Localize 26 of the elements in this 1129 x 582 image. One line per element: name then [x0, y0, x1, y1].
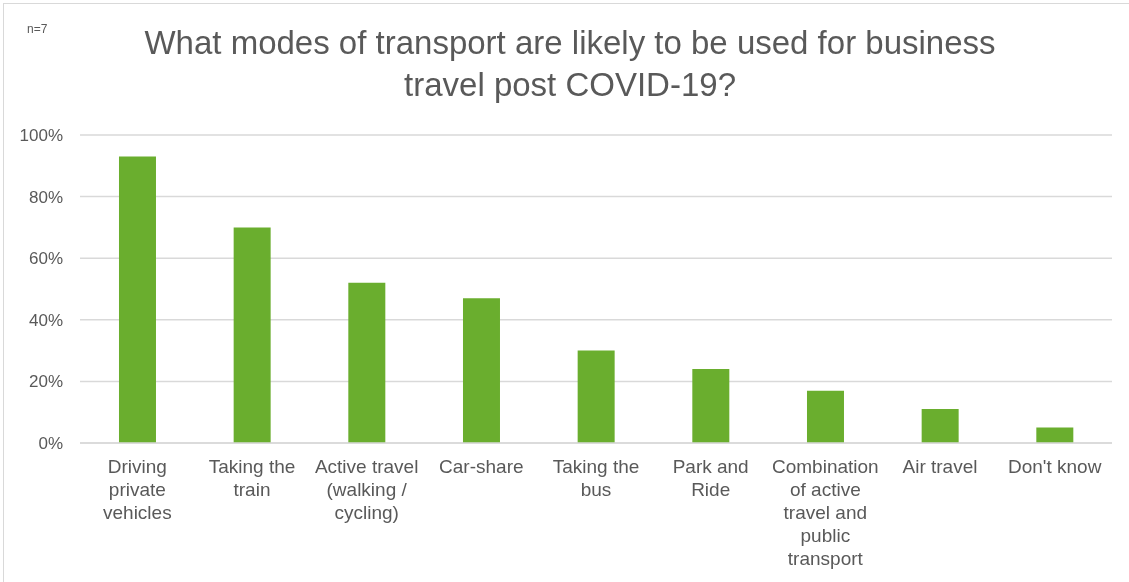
bar: [118, 156, 156, 443]
bar: [233, 227, 271, 443]
chart-title: What modes of transport are likely to be used for business travel post COVID-19?: [143, 23, 997, 105]
y-tick-label: 60%: [28, 249, 63, 269]
x-tick-label: Taking the bus: [552, 455, 640, 500]
x-tick-label: Combination of active travel and public transport: [772, 455, 879, 569]
y-tick-label: 100%: [19, 126, 63, 146]
bar: [577, 350, 615, 443]
y-tick-label: 40%: [28, 310, 63, 330]
x-tick-label: Park and Ride: [672, 455, 749, 500]
bar: [692, 369, 730, 443]
text: n=7: [27, 22, 48, 36]
y-tick-label: 0%: [38, 434, 63, 454]
x-tick-label: Taking the train: [208, 455, 296, 500]
x-tick-label: Don't know: [1007, 455, 1102, 477]
bar: [806, 390, 844, 443]
y-tick-label: 20%: [28, 372, 63, 392]
y-tick-label: 80%: [28, 187, 63, 207]
x-tick-label: Driving private vehicles: [103, 455, 172, 523]
x-tick-label: Air travel: [902, 455, 978, 477]
bar: [348, 282, 386, 443]
x-tick-label: Car-share: [439, 455, 524, 477]
bar: [462, 298, 500, 443]
bar: [1036, 427, 1074, 443]
bar: [921, 409, 959, 443]
x-tick-label: Active travel (walking / cycling): [314, 455, 419, 523]
